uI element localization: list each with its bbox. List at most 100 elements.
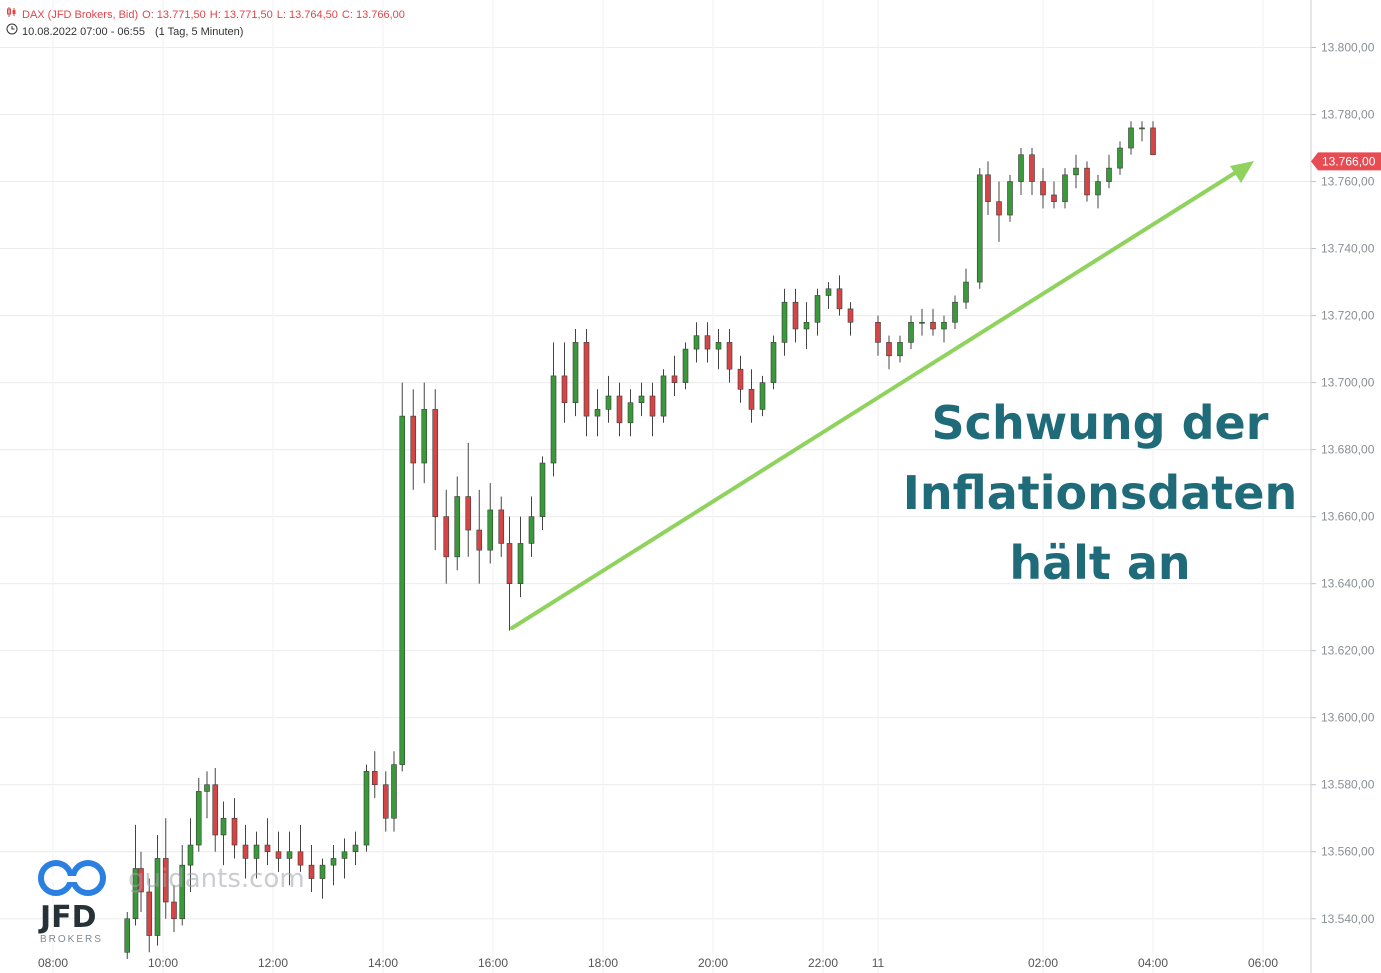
candle-body <box>330 858 337 866</box>
candle-body <box>220 817 227 836</box>
x-tick-label: 20:00 <box>698 956 728 970</box>
candle-body <box>286 851 293 859</box>
y-tick-label: 13.680,00 <box>1321 443 1375 457</box>
candle-body <box>1117 147 1123 169</box>
instrument-label: DAX (JFD Brokers, Bid) <box>22 8 139 21</box>
y-tick-label: 13.620,00 <box>1321 644 1375 658</box>
candle-body <box>919 321 925 324</box>
candle-body <box>1106 167 1112 182</box>
x-tick-label: 16:00 <box>478 956 508 970</box>
candle-body <box>275 851 282 859</box>
current-price-tag <box>1311 152 1381 171</box>
candle-body <box>487 509 494 551</box>
candle-body <box>498 509 505 544</box>
candle-body <box>399 415 406 765</box>
candle-body <box>704 335 711 350</box>
x-tick-label: 22:00 <box>808 956 838 970</box>
candle-body <box>1062 174 1068 202</box>
candle-body <box>506 543 513 584</box>
candle-body <box>179 864 186 920</box>
y-tick-label: 13.560,00 <box>1321 845 1375 859</box>
candle-body <box>985 174 991 202</box>
trend-arrow-line <box>510 169 1240 630</box>
logo-sub: BROKERS <box>40 934 103 945</box>
headline-line-2: Inflationsdaten <box>902 466 1298 520</box>
candle-body <box>454 496 461 558</box>
candle-body <box>671 375 678 383</box>
x-tick-label: 12:00 <box>258 956 288 970</box>
candle-body <box>1029 154 1035 182</box>
candle-body <box>138 868 144 893</box>
candle-body <box>1073 167 1079 176</box>
logo-brand: JFD <box>40 900 97 935</box>
x-tick-label: 10:00 <box>148 956 178 970</box>
x-tick-label: 08:00 <box>38 956 68 970</box>
candle-body <box>162 858 169 903</box>
candle-body <box>886 342 892 357</box>
trend-arrow-head <box>1230 161 1254 183</box>
candle-body <box>908 321 914 343</box>
x-tick-label: 06:00 <box>1248 956 1278 970</box>
candle-body <box>154 858 161 936</box>
candle-body <box>124 918 131 953</box>
candle-body <box>1051 194 1057 202</box>
candle-body <box>583 342 590 417</box>
candle-body <box>352 844 359 853</box>
candle-body <box>382 784 389 819</box>
candle-body <box>976 174 983 283</box>
candle-body <box>319 864 326 879</box>
candle-body <box>638 395 645 404</box>
candle-body <box>561 375 568 404</box>
x-tick-label: 11 <box>872 956 885 970</box>
y-tick-label: 13.780,00 <box>1321 108 1375 122</box>
candle-body <box>1040 181 1046 196</box>
candle-body <box>212 784 219 836</box>
candle-body <box>1018 154 1024 182</box>
candle-body <box>737 368 744 390</box>
candle-body <box>195 791 202 846</box>
candle-body <box>171 901 177 920</box>
candle-body <box>963 281 969 303</box>
candle-body <box>187 844 194 866</box>
candle-body <box>952 301 958 323</box>
candle-body <box>308 864 315 879</box>
candle-body <box>443 516 450 558</box>
x-tick-label: 14:00 <box>368 956 398 970</box>
candle-body <box>781 301 788 343</box>
candle-body <box>1150 127 1156 156</box>
candle-body <box>660 375 667 417</box>
headline-annotation: Schwung der Inflationsdaten hält an <box>880 388 1320 598</box>
y-tick-label: 13.540,00 <box>1321 912 1375 926</box>
candle-body <box>528 516 535 544</box>
candle-body <box>1095 181 1101 196</box>
headline-line-3: hält an <box>1009 536 1191 590</box>
candle-body <box>941 321 947 330</box>
open-value: O: 13.771,50 <box>142 8 206 21</box>
candle-body <box>297 851 304 866</box>
date-range: 10.08.2022 07:00 - 06:55 <box>22 25 145 38</box>
candle-body <box>539 462 546 517</box>
candle-body <box>391 764 397 819</box>
candle-body <box>242 844 249 859</box>
candle-body <box>421 409 428 464</box>
low-value: L: 13.764,50 <box>276 8 338 21</box>
candle-body <box>836 288 843 310</box>
candle-body <box>897 342 903 357</box>
y-tick-label: 13.600,00 <box>1321 711 1375 725</box>
candle-body <box>875 321 881 343</box>
candle-body <box>693 335 700 350</box>
candle-body <box>847 308 854 323</box>
candle-body <box>476 529 483 551</box>
candle-body <box>1139 127 1145 130</box>
candle-body <box>605 395 612 410</box>
y-tick-label: 13.700,00 <box>1321 376 1375 390</box>
high-value: H: 13.771,50 <box>209 8 273 21</box>
candle-body <box>1007 181 1013 216</box>
interval-label: (1 Tag, 5 Minuten) <box>154 25 244 38</box>
candle-body <box>231 817 238 846</box>
candle-body <box>1128 127 1134 149</box>
candle-body <box>371 771 378 786</box>
candle-body <box>759 382 766 410</box>
x-tick-label: 04:00 <box>1138 956 1168 970</box>
candle-body <box>550 375 557 464</box>
